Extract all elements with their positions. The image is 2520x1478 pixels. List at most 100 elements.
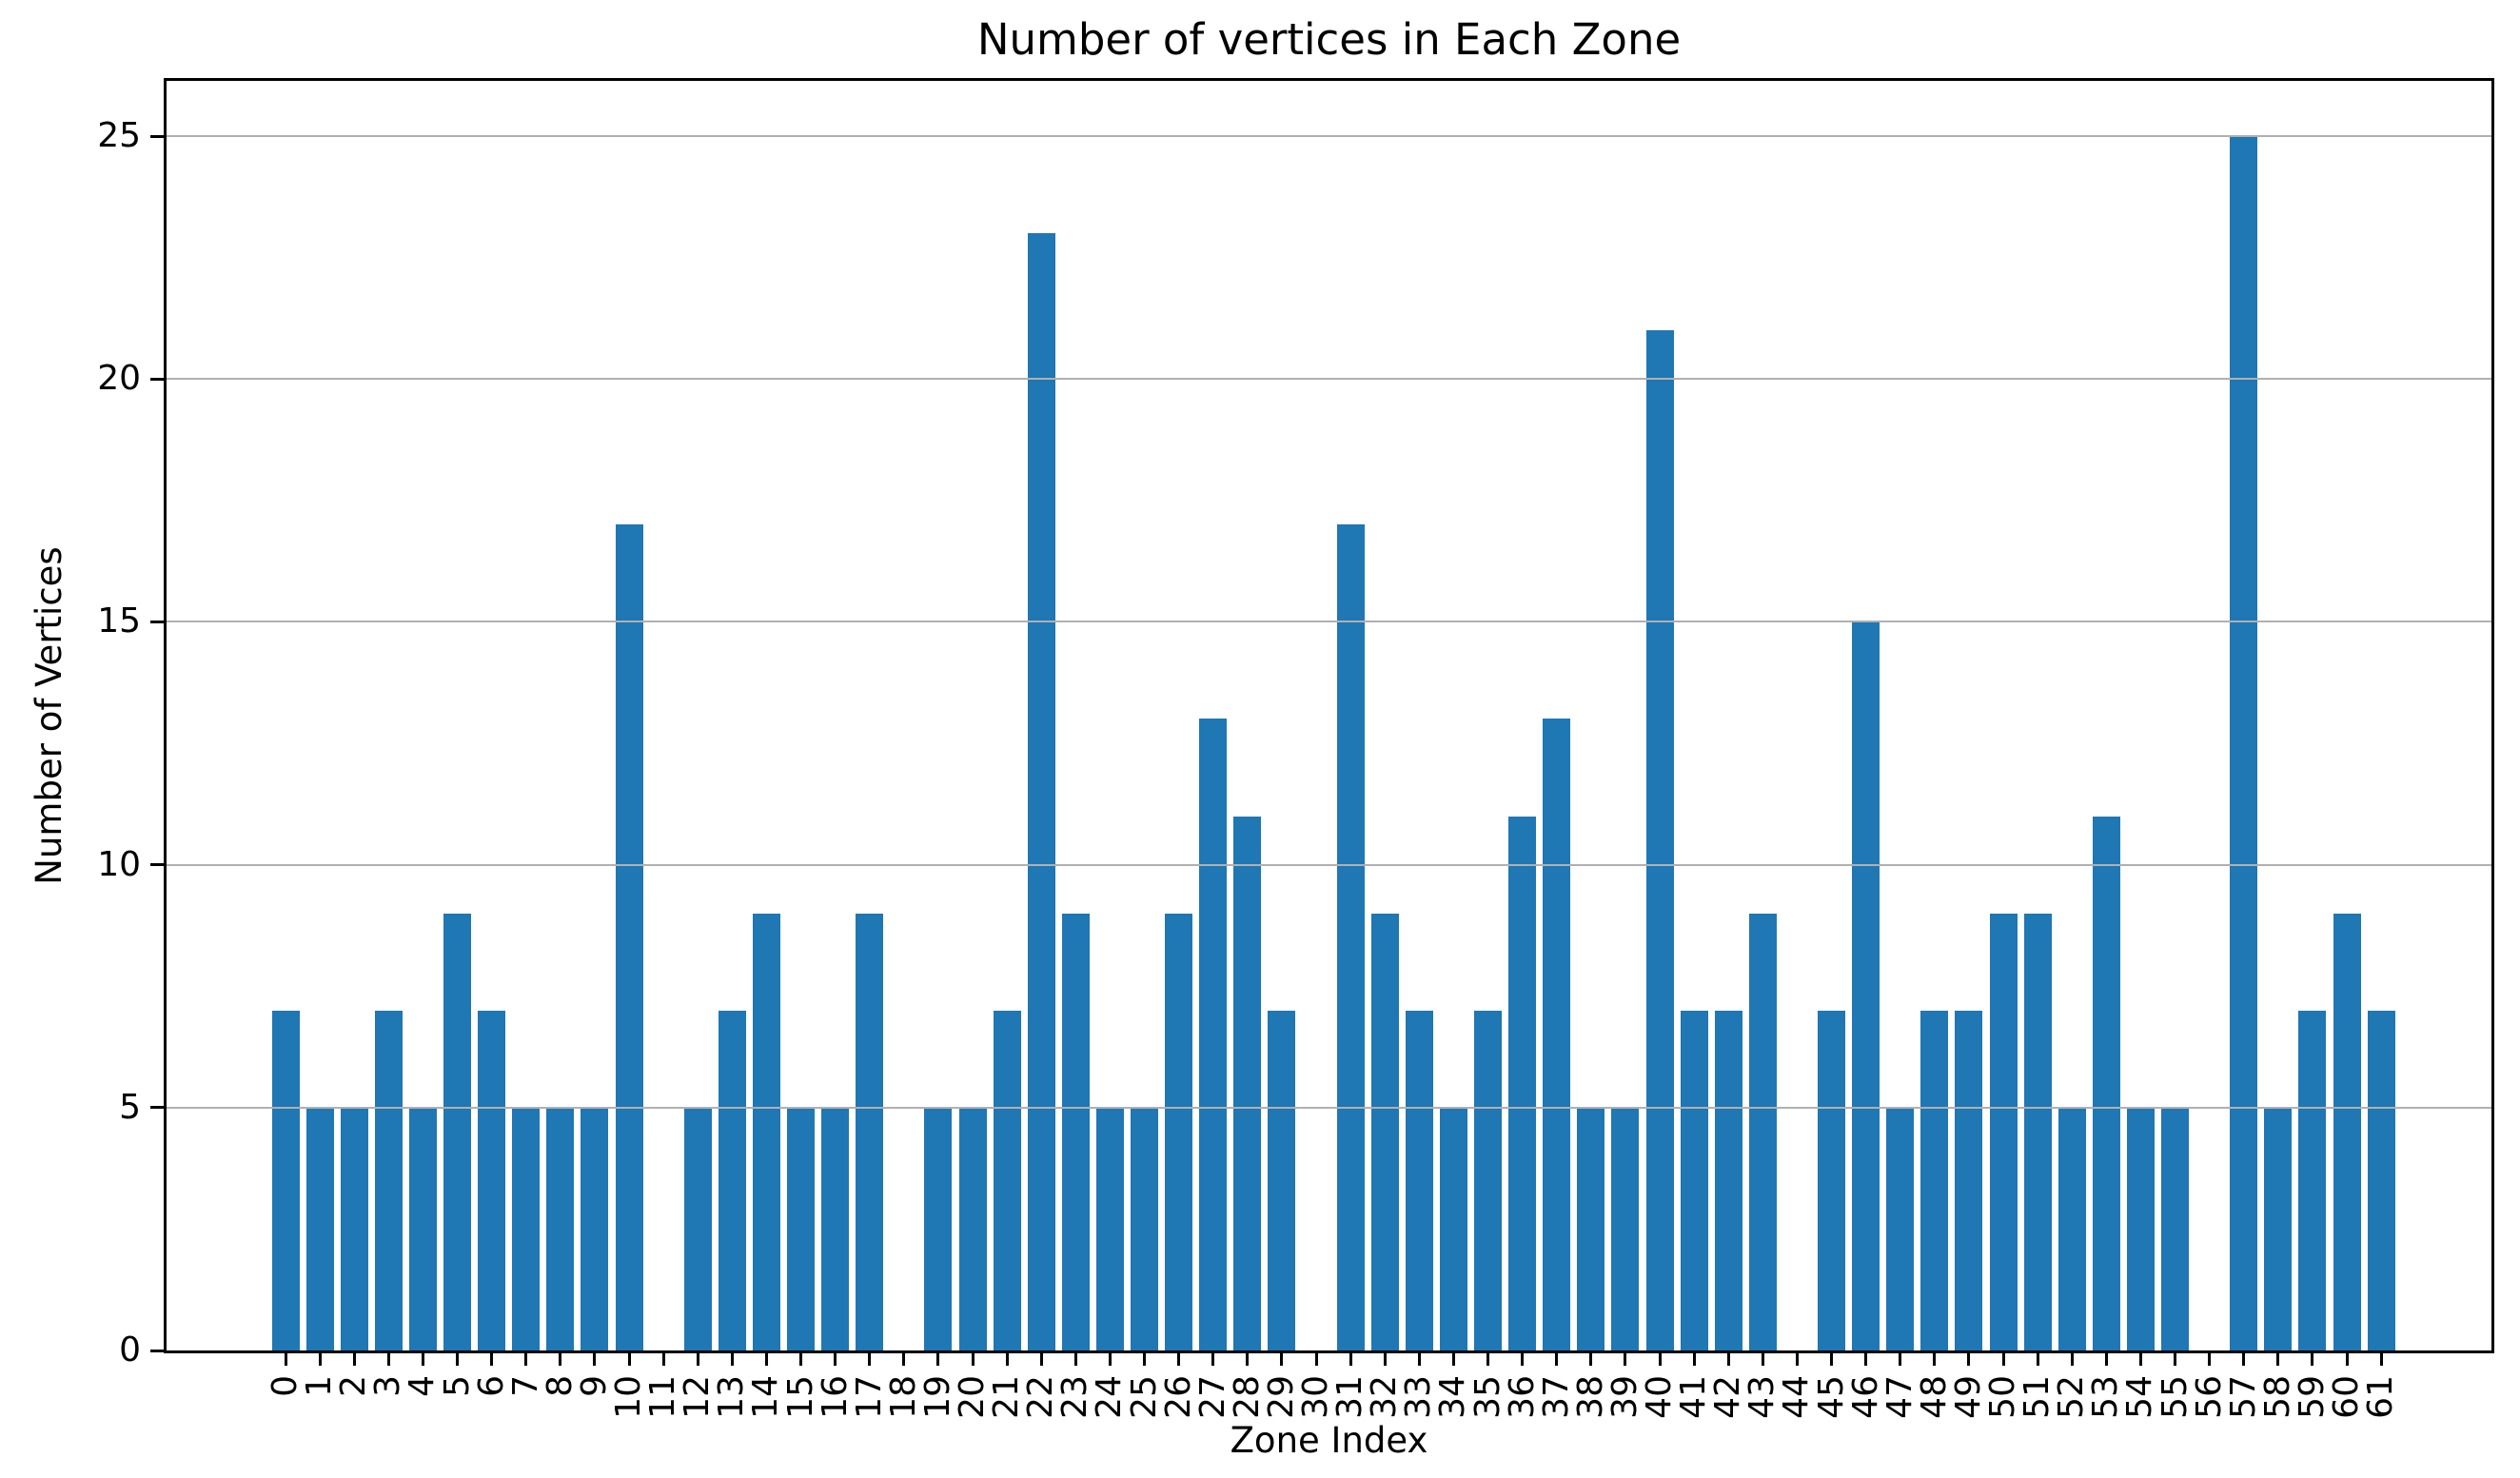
x-tick-label-57: 57 — [2223, 1375, 2263, 1419]
bar-12 — [683, 1107, 712, 1350]
x-tick-label-42: 42 — [1708, 1375, 1748, 1419]
x-tick-label-17: 17 — [849, 1375, 889, 1419]
x-tick-45 — [1830, 1353, 1833, 1366]
bar-7 — [512, 1107, 541, 1350]
x-tick-label-22: 22 — [1021, 1375, 1061, 1419]
x-tick-label-25: 25 — [1124, 1375, 1164, 1419]
x-tick-label-10: 10 — [609, 1375, 648, 1419]
x-tick-label-28: 28 — [1227, 1375, 1267, 1419]
x-tick-label-32: 32 — [1365, 1375, 1405, 1419]
gridline-20 — [167, 378, 2491, 381]
x-tick-4 — [421, 1353, 424, 1366]
x-tick-label-16: 16 — [815, 1375, 855, 1419]
x-tick-48 — [1933, 1353, 1937, 1366]
y-tick-25 — [150, 134, 164, 138]
bar-13 — [718, 1010, 746, 1350]
x-tick-32 — [1383, 1353, 1387, 1366]
x-tick-label-34: 34 — [1433, 1375, 1473, 1419]
x-tick-51 — [2036, 1353, 2039, 1366]
x-tick-label-56: 56 — [2189, 1375, 2229, 1419]
x-tick-label-4: 4 — [403, 1375, 443, 1397]
x-tick-label-0: 0 — [266, 1375, 305, 1397]
x-tick-22 — [1039, 1353, 1043, 1366]
bar-5 — [443, 913, 471, 1350]
y-tick-label-20: 20 — [97, 359, 141, 399]
bar-0 — [271, 1010, 300, 1350]
bar-46 — [1852, 621, 1880, 1350]
bar-2 — [340, 1107, 368, 1350]
x-tick-label-24: 24 — [1090, 1375, 1130, 1419]
x-tick-53 — [2104, 1353, 2108, 1366]
bar-34 — [1439, 1107, 1467, 1350]
x-tick-60 — [2345, 1353, 2349, 1366]
x-tick-16 — [834, 1353, 837, 1366]
x-tick-55 — [2174, 1353, 2176, 1366]
bar-59 — [2298, 1010, 2327, 1350]
x-tick-42 — [1726, 1353, 1730, 1366]
x-tick-41 — [1692, 1353, 1696, 1366]
bar-52 — [2057, 1107, 2086, 1350]
y-axis-label: Number of Vertices — [29, 546, 69, 885]
bar-42 — [1714, 1010, 1742, 1350]
x-tick-8 — [559, 1353, 562, 1366]
y-tick-label-15: 15 — [97, 601, 141, 641]
bar-23 — [1061, 913, 1090, 1350]
x-tick-44 — [1795, 1353, 1799, 1366]
plot-area — [164, 78, 2494, 1353]
x-tick-label-61: 61 — [2361, 1375, 2401, 1419]
x-tick-label-21: 21 — [987, 1375, 1027, 1419]
x-tick-label-44: 44 — [1777, 1375, 1817, 1419]
x-tick-label-53: 53 — [2086, 1375, 2126, 1419]
bar-39 — [1611, 1107, 1640, 1350]
x-tick-49 — [1967, 1353, 1971, 1366]
x-tick-35 — [1486, 1353, 1489, 1366]
x-tick-label-50: 50 — [1983, 1375, 2022, 1419]
bar-10 — [615, 524, 643, 1350]
bar-16 — [821, 1107, 850, 1350]
bar-58 — [2264, 1107, 2293, 1350]
bar-21 — [993, 1010, 1021, 1350]
x-tick-23 — [1073, 1353, 1077, 1366]
bar-25 — [1131, 1107, 1158, 1350]
chart-title: Number of vertices in Each Zone — [976, 14, 1682, 65]
x-tick-39 — [1624, 1353, 1627, 1366]
x-tick-label-27: 27 — [1192, 1375, 1232, 1419]
bar-26 — [1165, 913, 1193, 1350]
x-tick-61 — [2379, 1353, 2383, 1366]
x-tick-12 — [696, 1353, 699, 1366]
gridline-5 — [167, 1106, 2491, 1109]
x-tick-58 — [2276, 1353, 2280, 1366]
bar-8 — [546, 1107, 575, 1350]
x-tick-6 — [490, 1353, 494, 1366]
x-tick-36 — [1521, 1353, 1525, 1366]
x-tick-label-15: 15 — [780, 1375, 820, 1419]
x-tick-label-52: 52 — [2052, 1375, 2092, 1419]
x-tick-label-29: 29 — [1261, 1375, 1301, 1419]
bar-6 — [478, 1010, 506, 1350]
x-tick-14 — [764, 1353, 768, 1366]
bar-57 — [2230, 136, 2258, 1350]
x-tick-label-23: 23 — [1055, 1375, 1095, 1419]
x-tick-29 — [1280, 1353, 1284, 1366]
x-tick-33 — [1417, 1353, 1421, 1366]
bar-33 — [1405, 1010, 1433, 1350]
x-tick-label-40: 40 — [1640, 1375, 1679, 1419]
bar-45 — [1818, 1010, 1845, 1350]
x-tick-label-12: 12 — [678, 1375, 718, 1419]
x-tick-label-14: 14 — [746, 1375, 786, 1419]
x-tick-50 — [2001, 1353, 2005, 1366]
x-tick-label-1: 1 — [300, 1375, 340, 1397]
x-tick-52 — [2070, 1353, 2074, 1366]
x-tick-label-7: 7 — [505, 1375, 545, 1397]
gridline-15 — [167, 621, 2491, 623]
gridline-10 — [167, 863, 2491, 866]
bar-35 — [1474, 1010, 1502, 1350]
x-tick-label-18: 18 — [883, 1375, 923, 1419]
x-tick-label-19: 19 — [917, 1375, 957, 1419]
bar-47 — [1886, 1107, 1915, 1350]
x-tick-24 — [1108, 1353, 1112, 1366]
x-tick-label-35: 35 — [1467, 1375, 1507, 1419]
bar-3 — [374, 1010, 403, 1350]
x-tick-label-11: 11 — [643, 1375, 683, 1419]
bar-51 — [2023, 913, 2052, 1350]
